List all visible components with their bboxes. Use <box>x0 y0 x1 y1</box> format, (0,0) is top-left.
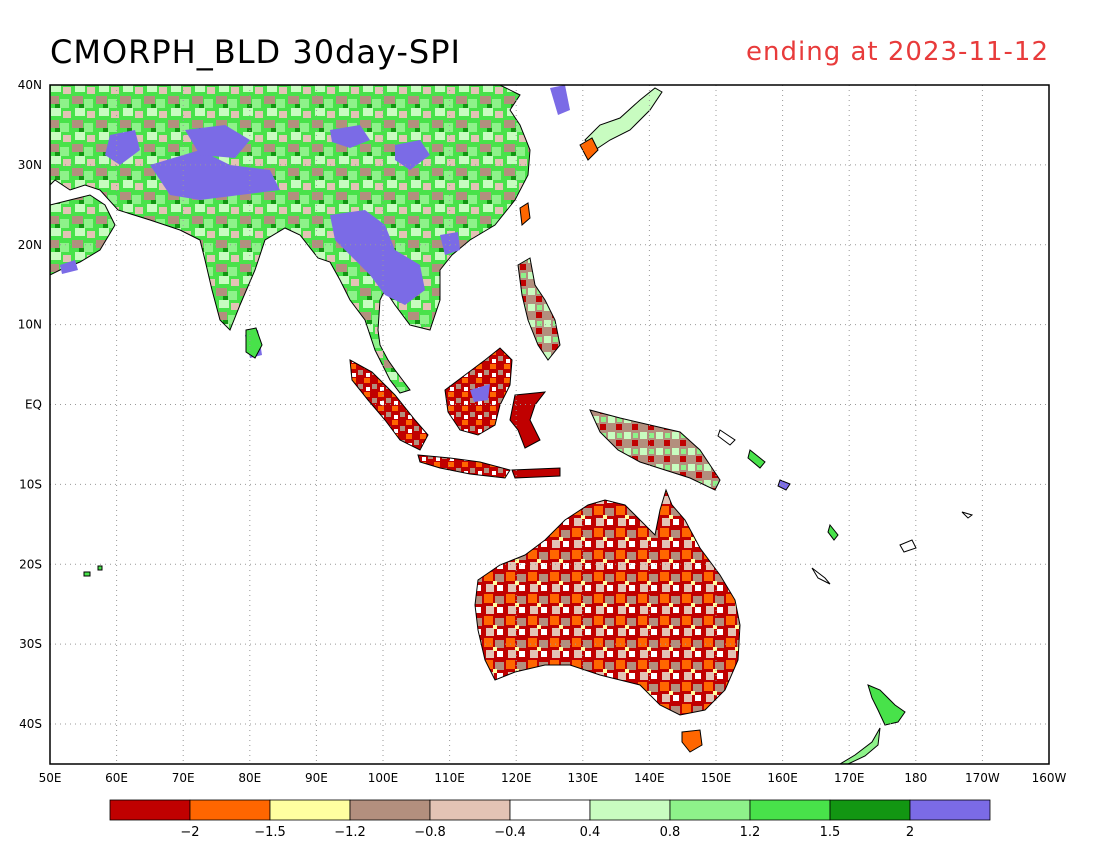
colorbar-label: −1.5 <box>254 825 286 840</box>
borneo-wet-patch <box>470 384 490 402</box>
map-title: CMORPH_BLD 30day-SPI <box>50 33 461 71</box>
colorbar-swatch <box>669 799 751 821</box>
japan-south <box>579 137 599 161</box>
lon-tick-label: 160W <box>1032 771 1067 785</box>
lon-tick-label: 50E <box>39 771 62 785</box>
colorbar-swatch <box>749 799 831 821</box>
lat-tick-label: 30N <box>18 158 42 172</box>
latitude-tick-labels: 40N 30N 20N 10N EQ 10S 20S 30S 40S <box>18 78 42 731</box>
tasmania <box>681 729 703 753</box>
lon-tick-label: 100E <box>368 771 399 785</box>
lon-tick-label: 80E <box>238 771 261 785</box>
lon-tick-label: 90E <box>305 771 328 785</box>
colorbar-label: −0.4 <box>494 825 526 840</box>
lon-tick-label: 160E <box>767 771 798 785</box>
australia-landmass <box>474 488 741 716</box>
new-zealand-south <box>839 727 881 764</box>
lon-tick-label: 60E <box>105 771 128 785</box>
colorbar-swatch <box>269 799 351 821</box>
colorbar-swatch <box>429 799 511 821</box>
lon-tick-label: 130E <box>568 771 599 785</box>
colorbar-swatch <box>829 799 911 821</box>
colorbar-label: 0.8 <box>660 825 681 840</box>
lat-tick-label: 40N <box>18 78 42 92</box>
longitude-tick-labels: 50E 60E 70E 80E 90E 100E 110E 120E 130E 140E 150E 1… <box>39 771 1067 785</box>
japan <box>584 87 663 151</box>
colorbar-label: 0.4 <box>580 825 601 840</box>
colorbar-label: −2 <box>180 825 199 840</box>
colorbar: −2 −1.5 −1.2 −0.8 −0.4 0.4 0.8 1.2 1.5 2 <box>109 799 991 840</box>
pacific-islands <box>83 429 974 585</box>
lesser-sunda <box>511 467 561 479</box>
colorbar-label: 1.2 <box>740 825 761 840</box>
philippines <box>517 257 561 361</box>
lat-tick-label: EQ <box>25 398 42 412</box>
colorbar-label: −1.2 <box>334 825 366 840</box>
lat-tick-label: 10S <box>19 477 42 491</box>
colorbar-label: 1.5 <box>820 825 841 840</box>
sumatra <box>349 359 429 451</box>
new-guinea <box>589 409 721 491</box>
java <box>417 454 511 479</box>
very-wet-areas <box>60 85 570 358</box>
lon-tick-label: 120E <box>501 771 532 785</box>
new-zealand-north <box>867 684 906 726</box>
lon-tick-label: 140E <box>634 771 665 785</box>
sulawesi <box>509 391 547 449</box>
colorbar-label: 2 <box>906 825 914 840</box>
colorbar-swatch <box>349 799 431 821</box>
taiwan <box>519 202 531 227</box>
lon-tick-label: 70E <box>172 771 195 785</box>
colorbar-label: −0.8 <box>414 825 446 840</box>
colorbar-swatch <box>109 799 191 821</box>
colorbar-swatch <box>909 799 991 821</box>
graticule <box>50 85 1049 764</box>
lon-tick-label: 180 <box>904 771 927 785</box>
lon-tick-label: 170E <box>834 771 865 785</box>
map-frame <box>49 84 1050 765</box>
lat-tick-label: 40S <box>19 717 42 731</box>
lat-tick-label: 30S <box>19 637 42 651</box>
colorbar-swatch <box>589 799 671 821</box>
lon-tick-label: 170W <box>965 771 1000 785</box>
arabia-landmass <box>50 194 116 276</box>
lon-tick-label: 110E <box>434 771 465 785</box>
map-area <box>50 85 1049 764</box>
colorbar-swatch <box>509 799 591 821</box>
colorbar-swatch <box>189 799 271 821</box>
date-label: ending at 2023-11-12 <box>746 37 1049 67</box>
lon-tick-label: 150E <box>701 771 732 785</box>
lat-tick-label: 10N <box>18 318 42 332</box>
lat-tick-label: 20N <box>18 238 42 252</box>
lat-tick-label: 20S <box>19 557 42 571</box>
